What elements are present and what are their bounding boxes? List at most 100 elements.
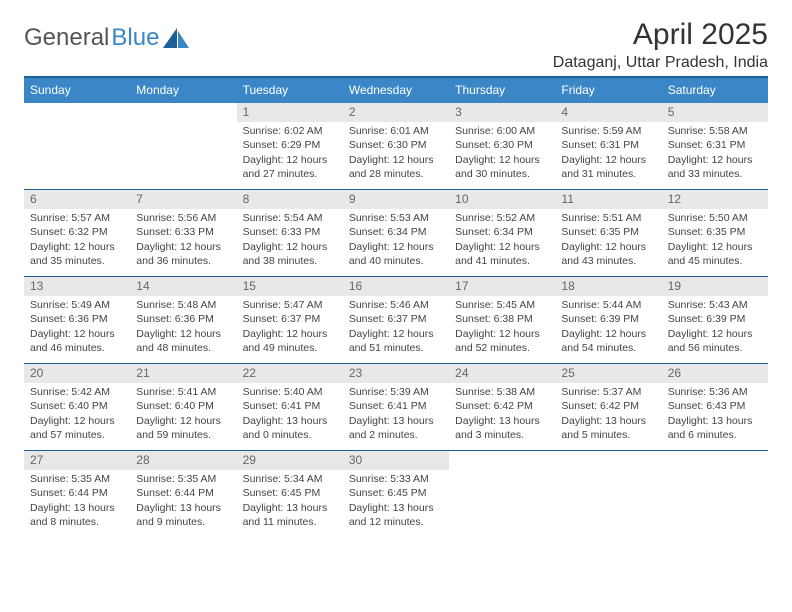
daylight: Daylight: 12 hours and 27 minutes. (243, 153, 339, 181)
sunset: Sunset: 6:35 PM (668, 225, 764, 239)
sunset: Sunset: 6:30 PM (349, 138, 445, 152)
sunrise: Sunrise: 5:59 AM (561, 124, 657, 138)
day-cell: 15 Sunrise: 5:47 AMSunset: 6:37 PMDayligh… (237, 277, 343, 363)
day-body: Sunrise: 5:52 AMSunset: 6:34 PMDaylight:… (449, 211, 555, 272)
day-number: 19 (662, 277, 768, 296)
location: Dataganj, Uttar Pradesh, India (553, 54, 768, 72)
day-number: 17 (449, 277, 555, 296)
day-number: 13 (24, 277, 130, 296)
daylight: Daylight: 12 hours and 31 minutes. (561, 153, 657, 181)
day-cell: 21Sunrise: 5:41 AMSunset: 6:40 PMDayligh… (130, 364, 236, 450)
day-body: Sunrise: 5:35 AMSunset: 6:44 PMDaylight:… (130, 472, 236, 533)
day-number: 7 (130, 190, 236, 209)
day-cell: 20Sunrise: 5:42 AMSunset: 6:40 PMDayligh… (24, 364, 130, 450)
sunset: Sunset: 6:32 PM (30, 225, 126, 239)
header: GeneralBlue April 2025 Dataganj, Uttar P… (24, 18, 768, 72)
day-cell: 14Sunrise: 5:48 AMSunset: 6:36 PMDayligh… (130, 277, 236, 363)
day-number: 14 (130, 277, 236, 296)
sunset: Sunset: 6:30 PM (455, 138, 551, 152)
daylight: Daylight: 12 hours and 41 minutes. (455, 240, 551, 268)
dow-sun: Sunday (24, 78, 130, 103)
day-body: Sunrise: 5:36 AMSunset: 6:43 PMDaylight:… (662, 385, 768, 446)
day-cell: 5Sunrise: 5:58 AMSunset: 6:31 PMDaylight… (662, 103, 768, 189)
day-number: 18 (555, 277, 661, 296)
day-cell: 22Sunrise: 5:40 AMSunset: 6:41 PMDayligh… (237, 364, 343, 450)
sunrise: Sunrise: 5:53 AM (349, 211, 445, 225)
day-number: 9 (343, 190, 449, 209)
day-body: Sunrise: 5:37 AMSunset: 6:42 PMDaylight:… (555, 385, 661, 446)
logo-text-blue: Blue (111, 24, 159, 52)
day-cell: 1Sunrise: 6:02 AMSunset: 6:29 PMDaylight… (237, 103, 343, 189)
sunrise: Sunrise: 5:35 AM (136, 472, 232, 486)
day-cell: 12Sunrise: 5:50 AMSunset: 6:35 PMDayligh… (662, 190, 768, 276)
sunset: Sunset: 6:34 PM (349, 225, 445, 239)
day-cell: 7Sunrise: 5:56 AMSunset: 6:33 PMDaylight… (130, 190, 236, 276)
day-cell: 29Sunrise: 5:34 AMSunset: 6:45 PMDayligh… (237, 451, 343, 537)
sunset: Sunset: 6:45 PM (243, 486, 339, 500)
day-body: Sunrise: 5:45 AMSunset: 6:38 PMDaylight:… (449, 298, 555, 359)
day-cell: 28Sunrise: 5:35 AMSunset: 6:44 PMDayligh… (130, 451, 236, 537)
day-cell-empty (130, 103, 236, 189)
daylight: Daylight: 13 hours and 8 minutes. (30, 501, 126, 529)
dow-tue: Tuesday (237, 78, 343, 103)
day-cell: 27Sunrise: 5:35 AMSunset: 6:44 PMDayligh… (24, 451, 130, 537)
day-body: Sunrise: 6:01 AMSunset: 6:30 PMDaylight:… (343, 124, 449, 185)
day-body: Sunrise: 6:02 AMSunset: 6:29 PMDaylight:… (237, 124, 343, 185)
dow-row: Sunday Monday Tuesday Wednesday Thursday… (24, 78, 768, 103)
day-cell: 24Sunrise: 5:38 AMSunset: 6:42 PMDayligh… (449, 364, 555, 450)
day-cell: 4Sunrise: 5:59 AMSunset: 6:31 PMDaylight… (555, 103, 661, 189)
day-number: 30 (343, 451, 449, 470)
day-number: 15 (237, 277, 343, 296)
month-title: April 2025 (553, 18, 768, 52)
sunrise: Sunrise: 5:42 AM (30, 385, 126, 399)
day-cell: 30Sunrise: 5:33 AMSunset: 6:45 PMDayligh… (343, 451, 449, 537)
dow-sat: Saturday (662, 78, 768, 103)
day-body: Sunrise: 5:49 AMSunset: 6:36 PMDaylight:… (24, 298, 130, 359)
day-body: Sunrise: 5:39 AMSunset: 6:41 PMDaylight:… (343, 385, 449, 446)
sunset: Sunset: 6:31 PM (668, 138, 764, 152)
sunrise: Sunrise: 6:02 AM (243, 124, 339, 138)
sunrise: Sunrise: 5:57 AM (30, 211, 126, 225)
day-cell: 6Sunrise: 5:57 AMSunset: 6:32 PMDaylight… (24, 190, 130, 276)
sunset: Sunset: 6:34 PM (455, 225, 551, 239)
day-body: Sunrise: 5:34 AMSunset: 6:45 PMDaylight:… (237, 472, 343, 533)
day-body: Sunrise: 6:00 AMSunset: 6:30 PMDaylight:… (449, 124, 555, 185)
sunset: Sunset: 6:33 PM (136, 225, 232, 239)
sunrise: Sunrise: 5:40 AM (243, 385, 339, 399)
daylight: Daylight: 12 hours and 52 minutes. (455, 327, 551, 355)
daylight: Daylight: 13 hours and 9 minutes. (136, 501, 232, 529)
dow-thu: Thursday (449, 78, 555, 103)
day-body: Sunrise: 5:53 AMSunset: 6:34 PMDaylight:… (343, 211, 449, 272)
day-body: Sunrise: 5:58 AMSunset: 6:31 PMDaylight:… (662, 124, 768, 185)
daylight: Daylight: 13 hours and 2 minutes. (349, 414, 445, 442)
sunset: Sunset: 6:45 PM (349, 486, 445, 500)
daylight: Daylight: 12 hours and 43 minutes. (561, 240, 657, 268)
daylight: Daylight: 12 hours and 30 minutes. (455, 153, 551, 181)
sunrise: Sunrise: 5:58 AM (668, 124, 764, 138)
daylight: Daylight: 12 hours and 33 minutes. (668, 153, 764, 181)
day-number: 21 (130, 364, 236, 383)
day-number: 26 (662, 364, 768, 383)
day-body: Sunrise: 5:51 AMSunset: 6:35 PMDaylight:… (555, 211, 661, 272)
sunset: Sunset: 6:41 PM (349, 399, 445, 413)
sunset: Sunset: 6:36 PM (30, 312, 126, 326)
sunrise: Sunrise: 5:41 AM (136, 385, 232, 399)
day-body: Sunrise: 5:54 AMSunset: 6:33 PMDaylight:… (237, 211, 343, 272)
sunrise: Sunrise: 5:50 AM (668, 211, 764, 225)
day-cell: 16Sunrise: 5:46 AMSunset: 6:37 PMDayligh… (343, 277, 449, 363)
dow-fri: Friday (555, 78, 661, 103)
daylight: Daylight: 12 hours and 54 minutes. (561, 327, 657, 355)
day-number: 25 (555, 364, 661, 383)
week-row: 1Sunrise: 6:02 AMSunset: 6:29 PMDaylight… (24, 103, 768, 189)
title-block: April 2025 Dataganj, Uttar Pradesh, Indi… (553, 18, 768, 72)
day-cell: 3Sunrise: 6:00 AMSunset: 6:30 PMDaylight… (449, 103, 555, 189)
daylight: Daylight: 13 hours and 0 minutes. (243, 414, 339, 442)
day-body: Sunrise: 5:43 AMSunset: 6:39 PMDaylight:… (662, 298, 768, 359)
day-body: Sunrise: 5:57 AMSunset: 6:32 PMDaylight:… (24, 211, 130, 272)
week-row: 20Sunrise: 5:42 AMSunset: 6:40 PMDayligh… (24, 363, 768, 450)
day-cell: 13 Sunrise: 5:49 AMSunset: 6:36 PMDayligh… (24, 277, 130, 363)
daylight: Daylight: 12 hours and 51 minutes. (349, 327, 445, 355)
day-body: Sunrise: 5:44 AMSunset: 6:39 PMDaylight:… (555, 298, 661, 359)
day-body: Sunrise: 5:47 AMSunset: 6:37 PMDaylight:… (237, 298, 343, 359)
day-body: Sunrise: 5:46 AMSunset: 6:37 PMDaylight:… (343, 298, 449, 359)
